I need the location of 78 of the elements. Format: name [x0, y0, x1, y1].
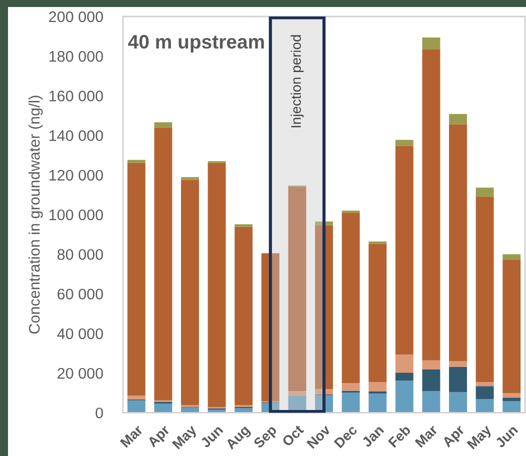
- band-label: Injection period: [290, 35, 304, 128]
- bar: [127, 160, 146, 163]
- x-tick-label: Apr: [146, 424, 172, 450]
- x-tick-label: Oct: [281, 424, 304, 447]
- y-tick-label: 0: [96, 408, 103, 418]
- bar: [368, 244, 387, 382]
- bar: [449, 124, 467, 362]
- bar: [395, 354, 414, 373]
- bar: [476, 196, 494, 382]
- x-tick-label: Feb: [388, 424, 412, 448]
- bar: [422, 38, 440, 50]
- bar: [476, 399, 494, 413]
- bar: [368, 382, 387, 392]
- bar: [261, 402, 280, 413]
- bar: [502, 401, 521, 413]
- x-tick-label: Nov: [306, 424, 332, 449]
- x-tick-label: Dec: [334, 424, 358, 448]
- x-tick-label: Sep: [252, 424, 280, 451]
- y-tick-label: 200 000: [49, 11, 103, 22]
- y-tick-label: 20 000: [58, 368, 103, 379]
- bar: [261, 253, 280, 402]
- y-tick-label: 80 000: [57, 249, 103, 260]
- x-tick-label: Aug: [225, 424, 252, 452]
- bar: [181, 177, 199, 180]
- bar: [234, 226, 253, 405]
- bar: [422, 391, 440, 413]
- bar: [342, 382, 360, 391]
- bar: [208, 162, 226, 407]
- bar: [127, 400, 146, 413]
- bar: [476, 188, 494, 197]
- y-tick-label: 160 000: [50, 90, 103, 102]
- bar: [315, 395, 333, 413]
- bar: [476, 386, 494, 400]
- bar: [395, 146, 414, 354]
- bar: [127, 162, 146, 396]
- bar: [449, 114, 467, 124]
- y-tick-label: 180 000: [50, 50, 103, 62]
- y-axis-title: Concentration in groundwater (ng/l): [28, 96, 43, 334]
- y-tick-label: 60 000: [58, 288, 103, 300]
- bar: [422, 49, 440, 360]
- bar: [288, 391, 306, 396]
- bar: [422, 370, 440, 392]
- bar: [154, 128, 172, 400]
- bar: [315, 225, 333, 390]
- bar: [502, 393, 521, 398]
- y-tick-label: 100 000: [50, 209, 103, 220]
- x-tick-label: Jan: [361, 424, 384, 448]
- x-tick-label: Mar: [414, 424, 438, 448]
- bar: [127, 396, 146, 400]
- y-tick-label: 120 000: [50, 170, 103, 181]
- bar: [288, 186, 306, 392]
- bar: [395, 372, 414, 381]
- bar: [449, 366, 467, 392]
- bar: [449, 392, 467, 413]
- y-tick-label: 140 000: [50, 130, 103, 142]
- bar: [181, 180, 199, 405]
- bar: [449, 361, 467, 367]
- bar: [154, 404, 172, 413]
- bar: [315, 222, 333, 226]
- bar: [422, 360, 440, 370]
- x-tick-label: Mar: [120, 424, 144, 448]
- x-tick-label: Jun: [494, 424, 518, 448]
- bar: [342, 392, 360, 413]
- y-tick-label: 40 000: [57, 328, 103, 340]
- bar: [234, 224, 253, 227]
- x-tick-label: Apr: [442, 424, 468, 450]
- bar: [476, 382, 494, 386]
- bar: [395, 380, 414, 413]
- x-tick-label: Jun: [200, 424, 224, 448]
- bar: [502, 398, 521, 402]
- bar: [368, 394, 387, 413]
- text: 40 m upstream: [128, 34, 264, 53]
- bar: [315, 389, 333, 394]
- bar: [395, 140, 414, 146]
- bar: [154, 122, 172, 128]
- bar: [502, 260, 521, 394]
- bar: [342, 212, 360, 383]
- bar: [502, 254, 521, 260]
